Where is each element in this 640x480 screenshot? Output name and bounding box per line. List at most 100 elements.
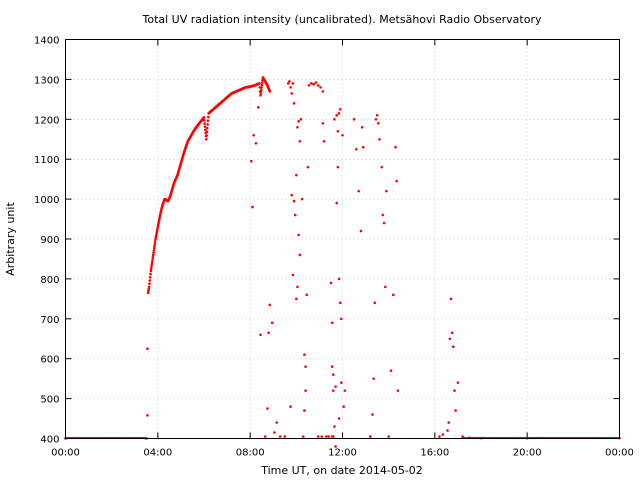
data-point <box>453 389 456 392</box>
data-point <box>175 174 179 178</box>
data-point <box>288 80 291 83</box>
data-point <box>319 86 322 89</box>
y-tick-label: 1300 <box>34 75 59 86</box>
data-point <box>316 84 320 87</box>
data-point <box>289 86 292 89</box>
data-point <box>260 86 263 89</box>
data-point <box>152 251 155 254</box>
data-point <box>375 114 379 117</box>
data-point <box>148 276 152 279</box>
data-point <box>153 239 157 243</box>
data-point <box>153 242 157 245</box>
data-point <box>385 189 388 193</box>
data-point <box>179 163 182 166</box>
data-point <box>260 81 264 84</box>
data-point <box>146 291 150 295</box>
x-axis-label: Time UT, on date 2014-05-02 <box>260 464 423 477</box>
data-point <box>337 112 341 115</box>
data-point <box>341 133 344 137</box>
data-point <box>290 193 294 197</box>
data-point <box>337 417 341 420</box>
data-point <box>396 389 400 392</box>
data-point <box>338 301 342 305</box>
data-point <box>321 90 325 93</box>
data-point <box>293 213 297 217</box>
data-point <box>292 199 296 203</box>
data-point <box>327 435 330 438</box>
data-point <box>360 125 364 129</box>
data-point <box>150 265 153 268</box>
data-point <box>387 435 390 438</box>
y-tick-label: 1200 <box>34 115 59 126</box>
data-point <box>206 123 209 126</box>
data-point <box>148 279 152 282</box>
data-point <box>203 119 206 122</box>
grid-lines <box>65 39 620 439</box>
data-point <box>342 405 345 408</box>
data-point <box>295 173 298 177</box>
data-point <box>334 445 337 448</box>
data-point <box>206 115 210 119</box>
y-tick-label: 800 <box>40 275 59 286</box>
data-point <box>146 347 149 351</box>
data-point <box>286 82 290 85</box>
data-point <box>172 183 175 186</box>
data-point <box>331 389 335 392</box>
data-point <box>146 414 149 417</box>
data-point <box>298 139 302 143</box>
data-point <box>303 353 306 357</box>
data-point <box>153 244 156 248</box>
data-point <box>259 91 263 95</box>
data-point <box>304 389 307 392</box>
data-point <box>160 205 164 208</box>
data-point <box>291 273 295 277</box>
data-point <box>325 435 328 438</box>
data-point <box>296 125 299 129</box>
data-point <box>149 269 153 273</box>
data-point <box>203 122 206 125</box>
y-tick-label: 900 <box>40 235 59 246</box>
data-point <box>373 301 377 305</box>
data-point <box>158 215 162 219</box>
data-point <box>259 333 262 337</box>
data-point <box>389 369 393 372</box>
y-tick-label: 1400 <box>34 36 59 47</box>
data-point <box>304 365 307 368</box>
data-point <box>320 435 324 438</box>
data-point <box>380 165 384 169</box>
data-point <box>273 431 276 434</box>
data-point <box>295 297 298 301</box>
data-point <box>333 118 336 121</box>
data-point <box>312 82 315 86</box>
data-point <box>275 421 279 424</box>
data-point <box>256 106 260 109</box>
data-point <box>338 108 342 111</box>
x-tick-label: 20:00 <box>513 448 542 459</box>
data-point <box>331 435 335 438</box>
data-point <box>361 145 365 149</box>
data-point <box>352 118 356 121</box>
data-point <box>340 317 343 321</box>
data-point <box>441 433 445 436</box>
data-point <box>260 83 264 87</box>
data-point <box>448 337 452 341</box>
data-point <box>270 321 274 325</box>
y-tick-label: 600 <box>40 355 59 366</box>
data-point <box>322 139 326 143</box>
data-point <box>147 287 151 291</box>
data-point <box>333 425 336 428</box>
data-point <box>290 92 294 95</box>
data-point <box>202 116 205 120</box>
y-tick-label: 700 <box>40 315 59 326</box>
data-point <box>203 125 207 129</box>
x-axis: 00:00 04:00 08:00 12:00 16:00 20:00 00:00 <box>51 39 634 459</box>
data-point <box>298 253 302 257</box>
data-point <box>383 285 387 289</box>
data-point <box>168 194 172 198</box>
y-tick-label: 500 <box>40 395 59 406</box>
data-point <box>291 82 295 85</box>
data-point <box>334 385 337 388</box>
data-point <box>259 88 263 92</box>
data-point <box>330 321 334 325</box>
